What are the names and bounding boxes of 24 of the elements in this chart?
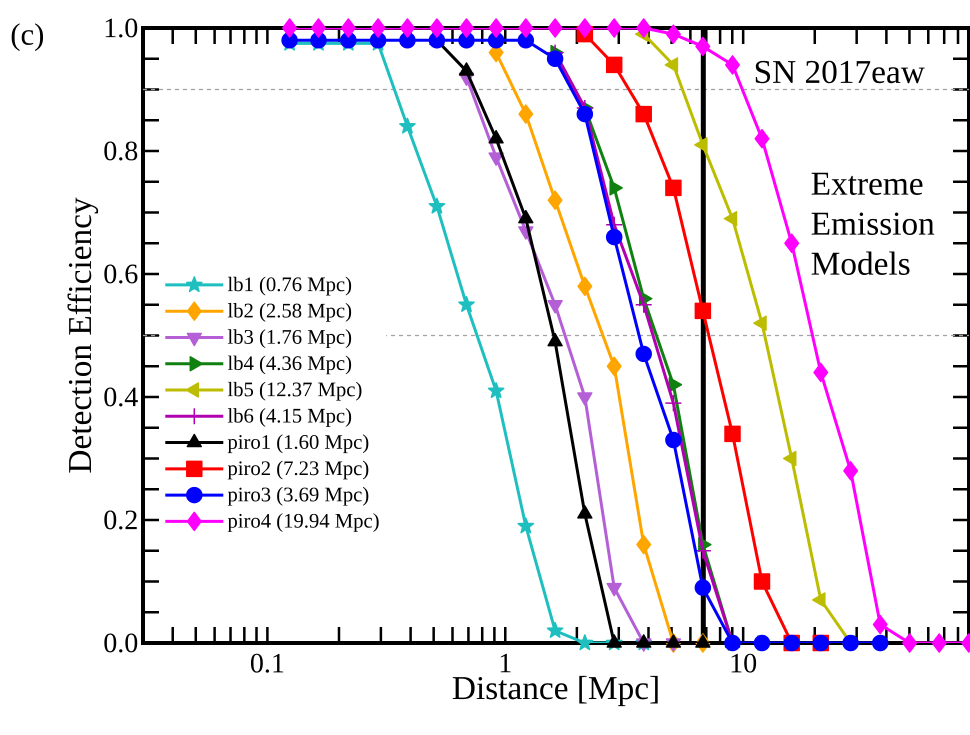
y-tick-label: 0.6	[104, 264, 138, 284]
legend-label: piro3 (3.69 Mpc)	[228, 486, 368, 506]
legend-label: piro1 (1.60 Mpc)	[228, 434, 368, 454]
y-tick-label: 0.0	[104, 634, 138, 653]
text: (c)	[12, 23, 44, 52]
legend-label: lb5 (12.37 Mpc)	[228, 382, 362, 401]
legend-label: piro4 (19.94 Mpc)	[228, 513, 379, 532]
y-tick-label: 1.0	[106, 18, 138, 38]
y-tick-label: 0.8	[104, 141, 138, 161]
y-tick-label: 0.4	[104, 387, 138, 407]
x-tick-label: 10	[732, 654, 756, 673]
ref-line-label: SN 2017eaw	[756, 60, 925, 84]
y-axis-title: Detection Efficiency	[67, 198, 98, 473]
x-tick-label: 1	[500, 654, 511, 672]
x-axis-title: Distance [Mpc]	[452, 676, 658, 706]
legend-label: lb3 (1.76 Mpc)	[228, 329, 352, 348]
legend-label: lb1 (0.76 Mpc)	[228, 276, 352, 296]
legend-label: lb2 (2.58 Mpc)	[228, 303, 352, 322]
legend-label: piro2 (7.23 Mpc)	[228, 460, 368, 480]
legend-label: lb6 (4.15 Mpc)	[228, 408, 352, 427]
annotation: Extreme Emission Models	[812, 172, 934, 275]
x-tick-label: 0.1	[250, 654, 284, 673]
legend-label: lb4 (4.36 Mpc)	[228, 356, 352, 374]
y-tick-label: 0.2	[104, 510, 137, 530]
